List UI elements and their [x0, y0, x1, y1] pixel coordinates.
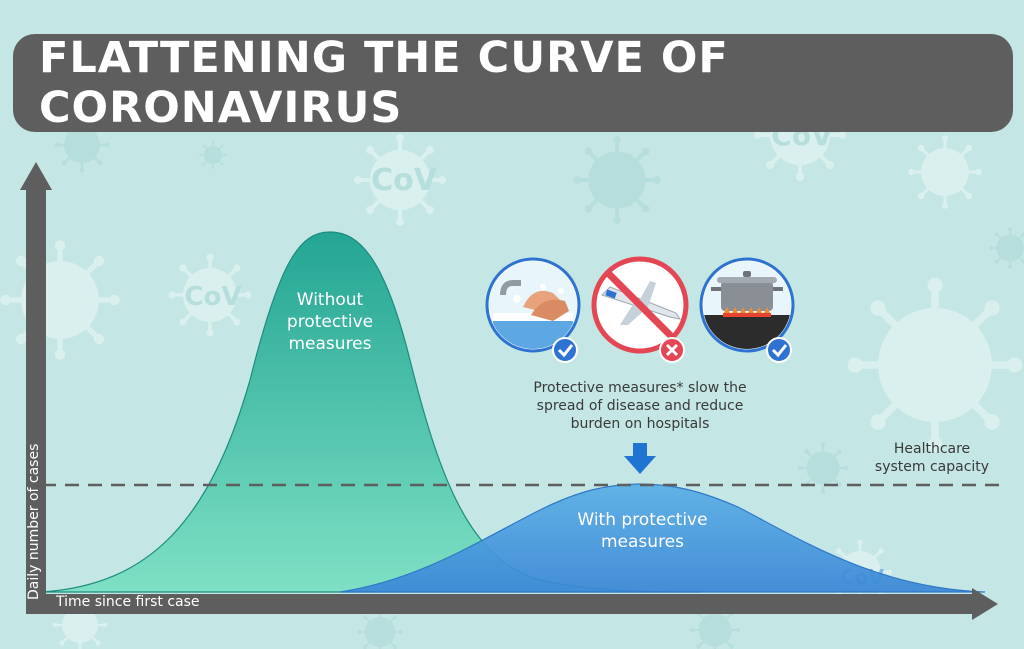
x-axis-label: Time since first case	[56, 594, 200, 610]
y-axis	[26, 188, 46, 600]
cov-badge-text: CoV	[371, 163, 438, 198]
cov-badge-text: CoV	[184, 282, 241, 312]
title-banner: FLATTENING THE CURVE OF CORONAVIRUS	[13, 33, 1013, 133]
x-axis-arrow	[972, 588, 998, 620]
y-axis-arrow	[20, 162, 52, 190]
handwashing-icon	[485, 257, 581, 363]
down-arrow-icon	[624, 443, 656, 474]
without-measures-label: Without protective measures	[286, 290, 374, 354]
no-airplane-travel-icon	[591, 256, 689, 363]
protective-measures-note: Protective measures* slow the spread of …	[533, 380, 747, 432]
cooking-pot-icon	[699, 257, 795, 363]
capacity-label: Healthcare system capacity	[874, 441, 990, 475]
y-axis-label: Daily number of cases	[26, 443, 42, 600]
with-measures-label: With protective measures	[577, 510, 708, 552]
x-axis	[26, 594, 976, 614]
page-title: FLATTENING THE CURVE OF CORONAVIRUS	[39, 33, 729, 133]
